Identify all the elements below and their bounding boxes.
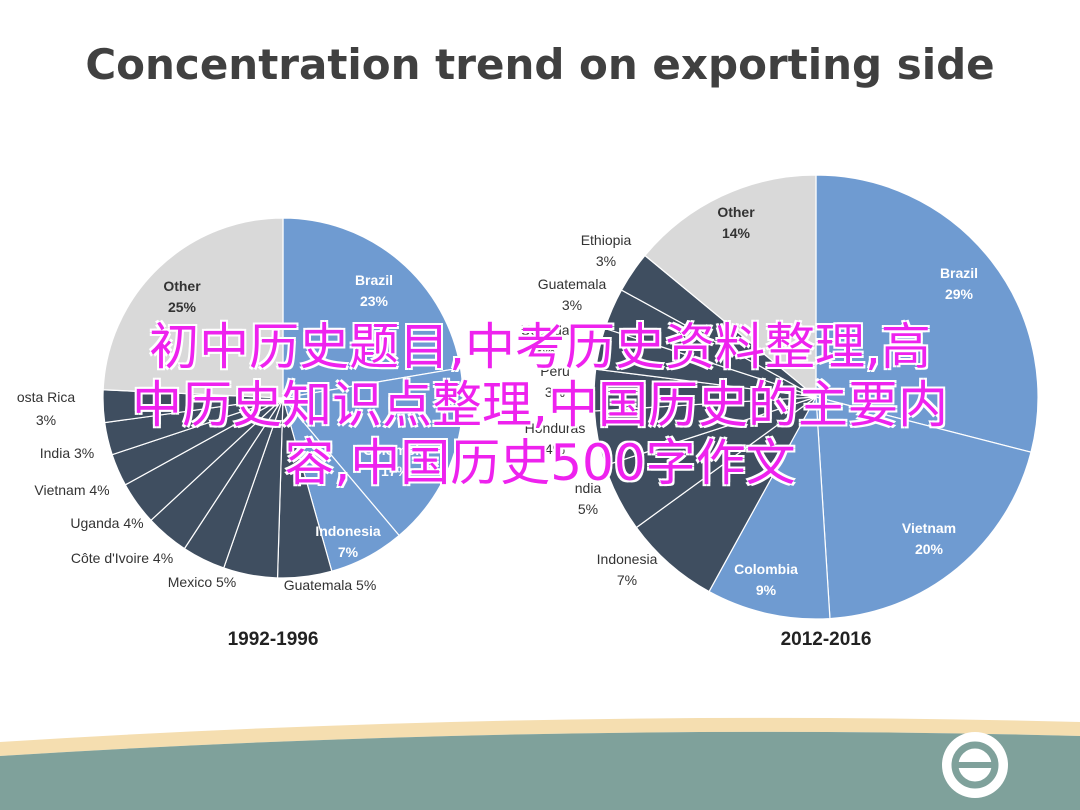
slice-label-unlabeled: 3% [36,412,56,428]
slice-label-uganda: Uganda 4% [70,515,143,531]
slice-label-costa-rica: osta Rica [17,389,76,405]
slice-label-peru: Peru 3% [540,363,570,400]
slice-label-indonesia: Indonesia 7% [597,551,658,588]
slice-label-brazil: Brazil 29% [940,265,978,302]
slice-label-colombia: Colombia 9% [734,561,798,598]
slice-label-mexico: Mexico 5% [168,574,236,590]
slice-label-ethiopia: Ethiopia 3% [581,232,632,269]
pie-chart-1992-1996 [102,217,464,579]
slice-label-uganda: Uganda 3% [520,322,569,359]
slice-label-c-te-d-ivoire: Côte d'Ivoire 4% [71,550,173,566]
logo-icon [942,732,1008,798]
slice-label-vietnam: Vietnam 4% [34,482,109,498]
pie-slice-other [644,174,817,399]
slice-label-other: Other 14% [717,204,755,241]
slice-label-honduras: Honduras 4% [525,420,586,457]
pie-title-2012-2016: 2012-2016 [781,629,872,650]
slice-label-guatemala: Guatemala 5% [284,577,377,593]
pie-slice-colombia [281,367,464,537]
pie-slice-colombia [708,394,831,620]
slice-label-indonesia: Indonesia 7% [315,523,381,560]
pie-slice-brazil [282,217,462,399]
pie-slice-other [102,217,284,399]
slice-labels: Brazil 23% Colombia 17% Indonesia 7% Guatemala… [17,204,978,598]
pie-title-1992-1996: 1992-1996 [228,629,319,650]
pie-slice-vietnam [815,396,1032,620]
footer-band [0,717,1080,810]
slice-label-india: ndia 5% [575,480,602,517]
slice-label-guatemala: Guatemala 3% [538,276,607,313]
slice-label-other: Other 25% [163,278,201,315]
page-title: Concentration trend on exporting side [85,40,995,89]
slice-label-colombia: Colombia 17% [363,442,427,479]
pie-slice-brazil [815,174,1039,453]
slice-label-brazil: Brazil 23% [355,272,393,309]
slice-label-vietnam: Vietnam 20% [902,520,956,557]
slice-label-india: India 3% [40,445,94,461]
pie-chart-2012-2016 [593,174,1039,620]
